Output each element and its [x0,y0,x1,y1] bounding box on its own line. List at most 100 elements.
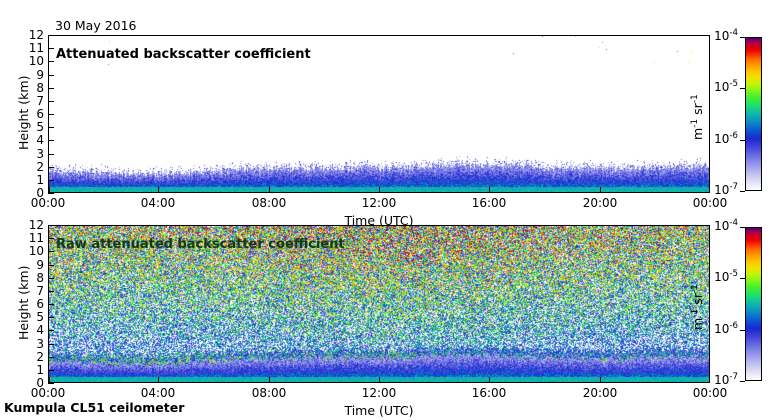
y-tick-label: 5 [36,310,44,324]
x-tick-label: 16:00 [471,196,507,210]
colorbar-tick-mark [740,37,745,38]
y-tick-mark [48,225,54,226]
colorbar-tick-label: 10-6 [714,131,738,146]
colorbar-tick-mark [740,330,745,331]
x-tick-mark [489,187,490,193]
x-tick-mark [269,377,270,383]
x-tick-mark [269,187,270,193]
x-tick-label: 20:00 [582,386,618,400]
y-tick-label: 6 [36,107,44,121]
plot-area-attenuated-backscatter[interactable] [48,35,710,193]
y-tick-label: 8 [36,271,44,285]
y-tick-label: 1 [36,363,44,377]
y-tick-mark [48,114,54,115]
y-tick-label: 10 [28,244,44,258]
colorbar-tick-mark [740,140,745,141]
y-axis-label: Height (km) [16,265,31,340]
colorbar [745,227,762,381]
y-tick-mark [48,180,54,181]
x-axis-label: Time (UTC) [344,213,414,228]
heatmap-raw-attenuated-backscatter [49,226,709,382]
y-tick-mark [48,251,54,252]
x-axis-label: Time (UTC) [344,403,414,418]
colorbar-tick-label: 10-5 [714,269,738,284]
y-tick-mark [48,88,54,89]
y-tick-mark [48,61,54,62]
colorbar-tick-label: 10-4 [714,218,738,233]
y-tick-label: 2 [36,160,44,174]
x-tick-label: 00:00 [692,386,728,400]
footer-caption: Kumpula CL51 ceilometer [4,400,185,415]
y-tick-label: 6 [36,297,44,311]
y-tick-mark [48,291,54,292]
x-tick-label: 00:00 [692,196,728,210]
y-tick-label: 11 [28,41,44,55]
colorbar-tick-mark [740,191,745,192]
y-tick-label: 10 [28,54,44,68]
colorbar-tick-label: 10-7 [714,372,738,387]
y-tick-label: 7 [36,94,44,108]
x-tick-label: 08:00 [251,196,287,210]
y-tick-mark [48,101,54,102]
y-tick-label: 4 [36,323,44,337]
x-tick-label: 04:00 [140,196,176,210]
x-tick-label: 08:00 [251,386,287,400]
x-tick-label: 12:00 [361,386,397,400]
y-tick-mark [48,140,54,141]
x-tick-mark [489,377,490,383]
y-tick-label: 11 [28,231,44,245]
y-tick-label: 12 [28,218,44,232]
x-tick-mark [709,377,710,383]
plot-area-raw-attenuated-backscatter[interactable] [48,225,710,383]
y-tick-mark [48,48,54,49]
y-tick-mark [48,193,54,194]
colorbar [745,37,762,191]
y-tick-label: 9 [36,258,44,272]
x-tick-mark [600,377,601,383]
colorbar-tick-mark [740,88,745,89]
y-tick-mark [48,75,54,76]
y-tick-mark [48,304,54,305]
x-tick-mark [379,377,380,383]
y-tick-label: 2 [36,350,44,364]
x-tick-label: 12:00 [361,196,397,210]
x-tick-label: 04:00 [140,386,176,400]
colorbar-tick-mark [740,381,745,382]
y-tick-mark [48,370,54,371]
y-tick-mark [48,344,54,345]
y-tick-label: 9 [36,68,44,82]
y-tick-label: 4 [36,133,44,147]
x-tick-mark [158,377,159,383]
y-tick-mark [48,278,54,279]
y-tick-label: 7 [36,284,44,298]
y-tick-label: 12 [28,28,44,42]
y-tick-mark [48,357,54,358]
colorbar-tick-label: 10-4 [714,28,738,43]
x-tick-label: 00:00 [30,196,66,210]
colorbar-tick-label: 10-6 [714,321,738,336]
x-tick-mark [379,187,380,193]
y-tick-mark [48,127,54,128]
y-tick-mark [48,265,54,266]
x-tick-mark [600,187,601,193]
y-tick-mark [48,35,54,36]
x-tick-label: 20:00 [582,196,618,210]
x-tick-mark [49,377,50,383]
colorbar-unit-label: m-1 sr-1 [689,284,705,330]
date-title: 30 May 2016 [55,18,137,33]
heatmap-attenuated-backscatter [49,36,709,192]
y-tick-label: 8 [36,81,44,95]
y-tick-label: 5 [36,120,44,134]
y-tick-mark [48,154,54,155]
colorbar-tick-mark [740,227,745,228]
x-tick-mark [49,187,50,193]
colorbar-tick-label: 10-5 [714,79,738,94]
y-tick-mark [48,330,54,331]
y-tick-label: 3 [36,147,44,161]
x-tick-mark [158,187,159,193]
y-tick-mark [48,238,54,239]
x-tick-label: 00:00 [30,386,66,400]
y-tick-label: 1 [36,173,44,187]
x-tick-mark [709,187,710,193]
y-axis-label: Height (km) [16,75,31,150]
